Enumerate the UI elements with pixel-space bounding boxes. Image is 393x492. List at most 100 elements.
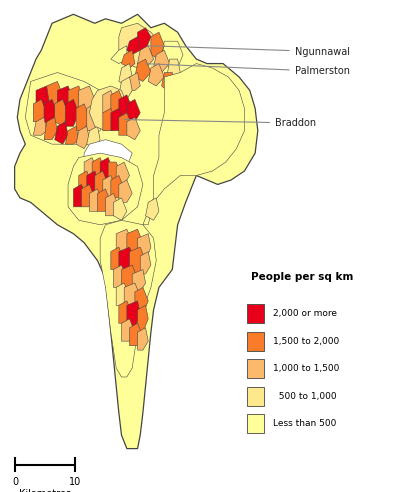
Polygon shape [68,153,143,225]
Polygon shape [119,23,164,72]
Polygon shape [138,28,151,50]
Polygon shape [55,99,68,126]
Polygon shape [119,113,132,135]
Polygon shape [121,319,135,341]
Polygon shape [162,72,175,91]
Bar [246,359,264,378]
Polygon shape [132,270,145,292]
Polygon shape [127,117,140,140]
Polygon shape [44,117,57,140]
Polygon shape [111,46,127,63]
Polygon shape [90,86,127,131]
Polygon shape [57,86,73,113]
Text: 0: 0 [12,477,18,488]
Polygon shape [162,41,183,68]
Polygon shape [127,229,143,256]
Text: 10: 10 [69,477,81,488]
Text: 500 to 1,000: 500 to 1,000 [273,392,336,401]
Polygon shape [138,46,154,68]
Polygon shape [111,91,124,113]
Bar [246,332,264,351]
Polygon shape [143,63,244,225]
Polygon shape [127,99,140,122]
Text: Ngunnawal: Ngunnawal [148,46,350,57]
Polygon shape [108,162,121,184]
Polygon shape [100,157,114,180]
Polygon shape [105,193,119,216]
Text: People per sq km: People per sq km [251,272,353,282]
Polygon shape [111,108,124,131]
Polygon shape [119,77,132,99]
Polygon shape [65,126,79,144]
Polygon shape [130,247,145,274]
Polygon shape [119,247,135,274]
Polygon shape [116,229,132,256]
Text: Kilometres: Kilometres [19,489,71,492]
Polygon shape [119,95,132,117]
Polygon shape [103,176,116,198]
Polygon shape [140,251,151,274]
Polygon shape [65,99,79,126]
Polygon shape [135,59,151,82]
Polygon shape [95,171,108,193]
Polygon shape [135,287,148,314]
Polygon shape [84,140,132,171]
Polygon shape [87,171,100,193]
Polygon shape [55,122,68,144]
Bar [246,387,264,406]
Polygon shape [111,247,124,270]
Polygon shape [138,328,148,350]
Polygon shape [151,32,164,59]
Polygon shape [121,50,135,68]
Text: Palmerston: Palmerston [146,63,350,76]
Polygon shape [87,104,100,131]
Polygon shape [130,323,143,345]
Polygon shape [103,91,116,113]
Polygon shape [116,162,130,184]
Polygon shape [68,86,84,113]
Polygon shape [97,189,111,211]
Polygon shape [154,50,170,72]
Polygon shape [73,184,87,207]
Polygon shape [124,283,140,310]
Polygon shape [76,104,90,131]
Polygon shape [119,180,132,202]
Text: Less than 500: Less than 500 [273,419,336,429]
Polygon shape [84,157,97,180]
Polygon shape [148,63,164,86]
Polygon shape [114,198,127,220]
Polygon shape [116,283,130,306]
Polygon shape [36,86,52,108]
Bar [246,414,264,433]
Polygon shape [90,189,103,211]
Polygon shape [138,306,148,332]
Polygon shape [33,117,47,135]
Polygon shape [114,265,127,287]
Polygon shape [47,82,63,108]
Polygon shape [127,72,140,91]
Polygon shape [92,157,105,180]
Text: 1,500 to 2,000: 1,500 to 2,000 [273,337,339,346]
Polygon shape [103,108,116,131]
Text: Braddon: Braddon [124,118,316,128]
Polygon shape [138,234,151,261]
Polygon shape [119,63,132,86]
Text: 1,000 to 1,500: 1,000 to 1,500 [273,364,339,373]
Polygon shape [111,176,124,198]
Polygon shape [119,301,132,323]
Bar [246,304,264,323]
Polygon shape [15,14,258,449]
Polygon shape [87,126,100,149]
Polygon shape [25,72,105,144]
Polygon shape [100,220,156,377]
Polygon shape [127,301,140,328]
Polygon shape [121,265,138,292]
Polygon shape [145,198,159,220]
Polygon shape [167,59,180,82]
Polygon shape [44,99,57,126]
Polygon shape [127,37,140,55]
Polygon shape [76,126,90,149]
Polygon shape [79,86,95,113]
Text: 2,000 or more: 2,000 or more [273,309,337,318]
Polygon shape [33,99,47,122]
